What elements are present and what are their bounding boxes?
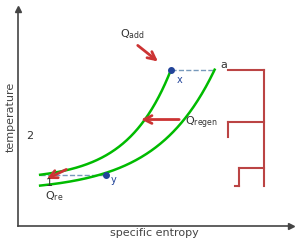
Text: Q$_{\mathregular{regen}}$: Q$_{\mathregular{regen}}$ — [184, 114, 218, 131]
Text: x: x — [176, 75, 182, 85]
Text: y: y — [111, 175, 117, 185]
Y-axis label: temperature: temperature — [6, 82, 16, 152]
Text: 2: 2 — [26, 131, 34, 141]
Text: a: a — [220, 60, 227, 70]
X-axis label: specific entropy: specific entropy — [110, 228, 199, 238]
Text: Q$_{\mathregular{add}}$: Q$_{\mathregular{add}}$ — [120, 27, 145, 41]
Text: 1: 1 — [46, 178, 52, 188]
Text: Q$_{\mathregular{re}}$: Q$_{\mathregular{re}}$ — [45, 190, 63, 203]
